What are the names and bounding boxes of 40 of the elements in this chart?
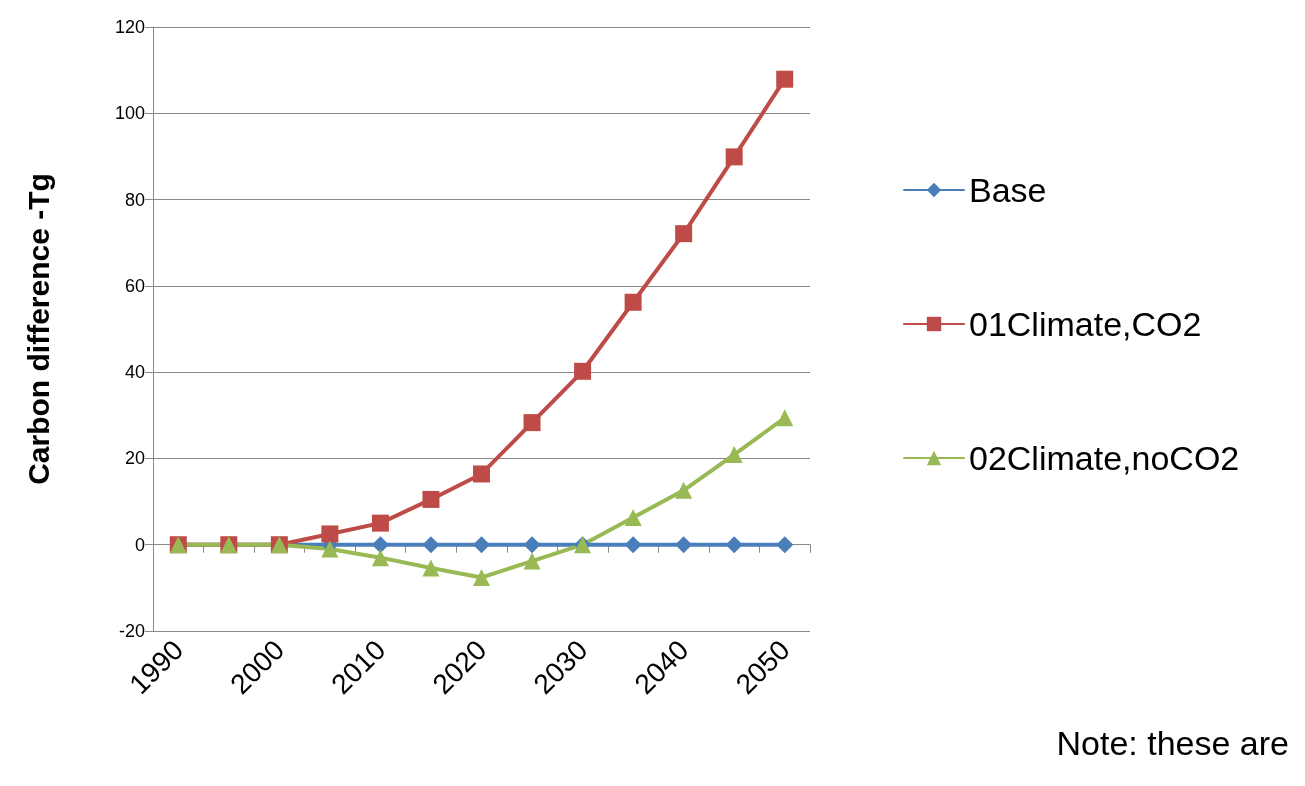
- point: [675, 481, 693, 499]
- point: [776, 70, 794, 88]
- point: [473, 569, 490, 586]
- point: [725, 536, 743, 554]
- legend-label: 02Climate,noCO2: [969, 439, 1240, 477]
- point: [321, 525, 339, 543]
- point: [523, 536, 541, 554]
- y-tick-label: 60: [124, 275, 145, 296]
- point: [523, 414, 541, 432]
- point: [371, 514, 389, 532]
- point: [422, 559, 440, 577]
- point: [422, 490, 440, 508]
- y-tick-label: 100: [114, 103, 145, 124]
- point: [675, 536, 693, 554]
- y-tick-label: 120: [114, 17, 145, 37]
- legend-label: Base: [969, 171, 1047, 209]
- point: [624, 509, 642, 527]
- y-tick-label: 0: [134, 534, 145, 555]
- point: [725, 446, 743, 464]
- point: [776, 409, 794, 427]
- point: [624, 293, 642, 311]
- y-tick-label: -20: [118, 621, 145, 641]
- y-axis-title: Carbon difference -Tg: [21, 173, 55, 485]
- point: [422, 536, 440, 554]
- text: Note: these are: [1056, 724, 1290, 762]
- y-tick-label: 20: [124, 448, 145, 469]
- point: [624, 536, 642, 554]
- point: [675, 225, 693, 243]
- point: [776, 536, 794, 554]
- point: [725, 148, 743, 166]
- legend-label: 01Climate,CO2: [969, 305, 1202, 343]
- point: [371, 536, 389, 554]
- point: [321, 540, 339, 558]
- point: [473, 536, 490, 554]
- point: [523, 552, 541, 570]
- y-tick-label: 80: [124, 189, 145, 210]
- y-tick-label: 40: [124, 362, 145, 383]
- point: [371, 549, 389, 567]
- point: [473, 465, 490, 483]
- point: [574, 362, 592, 380]
